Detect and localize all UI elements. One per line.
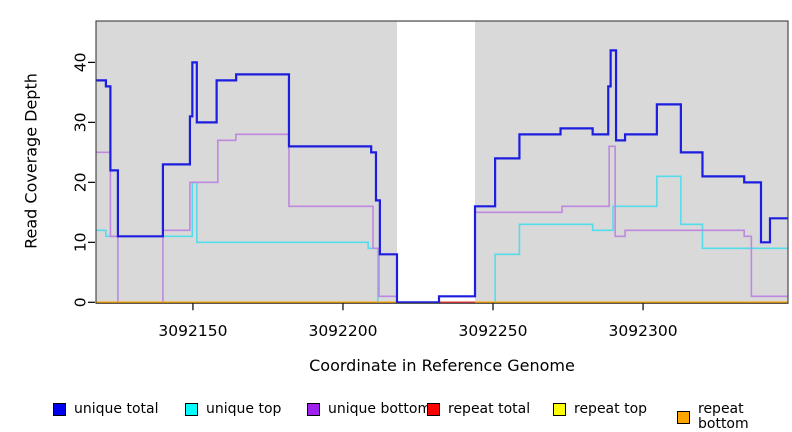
- svg-text:3092250: 3092250: [458, 322, 527, 340]
- legend-swatch: [185, 403, 198, 416]
- legend-label: unique total: [74, 401, 159, 417]
- legend-label: repeat bottom: [698, 401, 749, 432]
- legend-label: unique top: [206, 401, 282, 417]
- svg-text:40: 40: [72, 53, 90, 73]
- legend-swatch: [307, 403, 320, 416]
- legend-item-unique-bottom: unique bottom: [307, 402, 431, 417]
- svg-text:20: 20: [72, 172, 90, 192]
- legend-item-unique-total: unique total: [53, 402, 158, 417]
- legend-item-repeat-top: repeat top: [553, 402, 647, 417]
- legend-swatch: [553, 403, 566, 416]
- legend-swatch: [53, 403, 66, 416]
- series-unique-total: [96, 49, 788, 304]
- x-axis-ticks: [192, 303, 644, 311]
- x-axis-tick-labels: 3092150 3092200 3092250 3092300: [158, 322, 677, 340]
- svg-text:3092200: 3092200: [308, 322, 377, 340]
- y-axis-tick-labels: 0 10 20 30 40: [72, 53, 90, 308]
- y-axis-ticks: [88, 61, 95, 303]
- legend-label: repeat total: [448, 401, 531, 417]
- legend-label: unique bottom: [328, 401, 432, 417]
- legend-swatch: [677, 410, 690, 424]
- y-axis-label: Read Coverage Depth: [21, 73, 41, 249]
- series-unique-bottom: [96, 133, 788, 304]
- svg-text:10: 10: [72, 232, 90, 252]
- plot-border: [95, 20, 789, 304]
- svg-text:3092300: 3092300: [609, 322, 678, 340]
- legend-swatch: [427, 403, 440, 416]
- svg-text:30: 30: [72, 112, 90, 132]
- svg-text:0: 0: [72, 297, 90, 307]
- gap-band: [396, 21, 476, 303]
- x-axis-label: Coordinate in Reference Genome: [309, 356, 575, 375]
- legend-item-repeat-total: repeat total: [427, 402, 530, 417]
- legend-item-unique-top: unique top: [185, 402, 281, 417]
- legend-label: repeat top: [574, 401, 648, 417]
- svg-text:3092150: 3092150: [158, 322, 227, 340]
- legend-item-repeat-bottom: repeat bottom: [677, 402, 792, 432]
